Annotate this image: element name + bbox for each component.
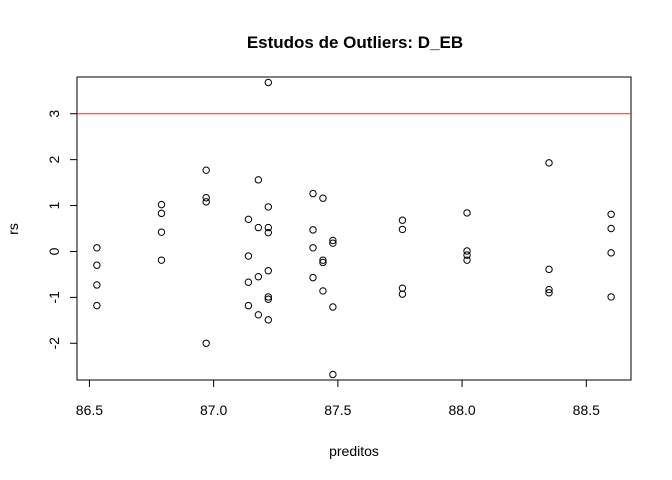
data-point (463, 251, 471, 259)
data-point (545, 285, 553, 294)
data-point (244, 278, 253, 286)
data-point (264, 293, 272, 301)
y-axis: -2 -1 0 1 2 3 (46, 110, 78, 350)
data-point (202, 198, 210, 206)
y-tick-label: 2 (46, 156, 62, 164)
data-point (607, 224, 615, 233)
data-point (607, 249, 615, 257)
plot-area (76, 76, 632, 381)
data-points (93, 78, 615, 379)
data-point (157, 228, 166, 236)
data-point (202, 166, 210, 174)
data-point (93, 261, 101, 269)
x-tick-label: 87.5 (324, 402, 351, 418)
data-point (329, 239, 337, 247)
data-point (545, 265, 553, 274)
data-point (264, 78, 272, 87)
data-point (244, 252, 253, 260)
data-point (319, 287, 327, 295)
data-point (244, 301, 253, 310)
data-point (264, 223, 272, 232)
data-point (545, 159, 553, 167)
data-point (329, 370, 337, 379)
data-point (309, 273, 317, 282)
data-point (607, 210, 615, 218)
y-tick-label: -1 (46, 291, 62, 304)
data-point (157, 209, 166, 218)
y-tick-label: -2 (46, 337, 62, 350)
data-point (329, 303, 337, 311)
data-point (254, 273, 263, 281)
data-point (545, 289, 553, 297)
y-tick-label: 3 (46, 110, 62, 118)
data-point (607, 293, 615, 301)
data-point (398, 284, 407, 292)
data-point (254, 176, 263, 184)
data-point (244, 215, 253, 224)
data-point (463, 256, 471, 264)
data-point (264, 228, 272, 237)
x-tick-label: 86.5 (76, 402, 103, 418)
data-point (93, 301, 101, 310)
data-point (264, 267, 272, 275)
data-point (329, 236, 337, 245)
data-point (309, 244, 317, 252)
data-point (319, 256, 327, 264)
data-point (264, 203, 272, 211)
y-axis-label: rs (5, 223, 21, 235)
data-point (254, 223, 263, 232)
data-point (398, 216, 407, 224)
data-point (93, 281, 101, 289)
x-axis: 86.5 87.0 87.5 88.0 88.5 (76, 379, 600, 418)
x-tick-label: 87.0 (200, 402, 227, 418)
data-point (309, 189, 317, 198)
data-point (157, 200, 166, 209)
data-point (254, 311, 263, 319)
data-point (319, 258, 327, 267)
chart-title: Estudos de Outliers: D_EB (247, 33, 463, 52)
data-point (93, 244, 101, 252)
data-point (319, 194, 327, 202)
data-point (309, 226, 317, 234)
data-point (264, 295, 272, 303)
data-point (157, 256, 166, 264)
x-axis-label: preditos (329, 443, 379, 459)
data-point (202, 339, 210, 347)
x-tick-label: 88.0 (448, 402, 475, 418)
data-point (398, 225, 407, 234)
data-point (463, 247, 471, 255)
y-tick-label: 0 (46, 247, 62, 255)
data-point (264, 316, 272, 324)
data-point (398, 290, 407, 298)
x-tick-label: 88.5 (573, 402, 600, 418)
data-point (463, 209, 471, 217)
data-point (202, 194, 210, 202)
y-tick-label: 1 (46, 201, 62, 209)
